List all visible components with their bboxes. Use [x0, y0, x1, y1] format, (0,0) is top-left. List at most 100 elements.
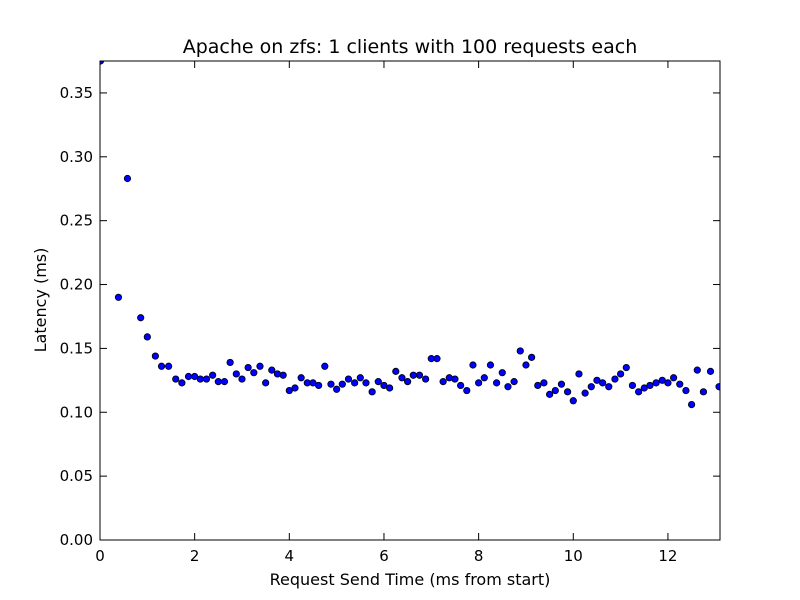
data-point-28: [291, 384, 299, 392]
data-point-22: [256, 362, 264, 370]
data-point-75: [569, 397, 577, 405]
data-point-16: [220, 378, 229, 386]
data-point-88: [646, 381, 654, 390]
data-point-20: [244, 363, 252, 372]
data-point-71: [546, 390, 554, 398]
y-tick-label: 0.05: [60, 467, 93, 485]
data-point-19: [238, 375, 246, 383]
data-point-61: [486, 361, 495, 369]
data-point-29: [297, 374, 305, 382]
x-tick-label: 12: [658, 547, 677, 565]
data-point-95: [687, 400, 696, 409]
data-point-58: [469, 361, 477, 369]
data-point-73: [557, 380, 566, 388]
data-point-64: [504, 383, 512, 391]
data-point-89: [652, 379, 660, 387]
data-point-56: [457, 381, 465, 390]
data-point-13: [202, 375, 211, 383]
data-point-26: [279, 371, 287, 379]
data-point-91: [664, 379, 672, 387]
data-point-49: [415, 371, 424, 379]
y-tick-label: 0.20: [60, 276, 93, 294]
data-point-18: [232, 370, 240, 378]
data-point-66: [516, 347, 524, 355]
x-tick-label: 2: [190, 547, 200, 565]
data-point-12: [196, 375, 204, 383]
data-point-23: [262, 379, 270, 387]
data-point-10: [184, 372, 193, 381]
y-tick-label: 0.10: [60, 403, 93, 421]
data-point-97: [699, 388, 708, 396]
y-tick-label: 0.00: [60, 531, 93, 549]
plot-area-frame: [99, 60, 721, 541]
y-tick-label: 0.30: [60, 148, 93, 166]
data-points-group: [100, 61, 720, 409]
data-point-65: [510, 378, 518, 386]
data-point-3: [137, 314, 145, 322]
x-tick-label: 10: [564, 547, 583, 565]
data-point-77: [581, 389, 589, 397]
data-point-35: [333, 385, 341, 393]
data-point-78: [587, 383, 595, 391]
data-point-98: [706, 367, 715, 375]
data-point-82: [611, 375, 619, 383]
data-point-47: [404, 378, 412, 386]
data-point-96: [693, 366, 701, 374]
data-point-80: [599, 379, 607, 387]
data-point-52: [433, 355, 441, 363]
data-point-17: [226, 358, 234, 367]
data-point-74: [563, 388, 572, 396]
data-point-69: [534, 381, 542, 390]
data-point-24: [268, 366, 276, 374]
data-point-59: [475, 379, 483, 387]
data-point-8: [172, 375, 180, 383]
data-point-72: [551, 386, 559, 395]
data-point-41: [368, 388, 376, 396]
data-point-39: [356, 374, 364, 382]
data-point-2: [123, 174, 132, 183]
data-point-55: [451, 375, 459, 383]
data-point-85: [628, 381, 637, 390]
data-point-84: [622, 363, 630, 372]
data-point-34: [327, 380, 335, 388]
x-axis-label: Request Send Time (ms from start): [270, 570, 551, 589]
data-point-45: [392, 367, 400, 375]
data-point-99: [715, 383, 720, 391]
data-point-4: [143, 333, 151, 341]
data-point-21: [250, 369, 258, 377]
data-point-70: [540, 379, 548, 387]
data-point-68: [528, 353, 536, 361]
data-point-76: [575, 370, 583, 378]
data-point-44: [386, 384, 394, 392]
data-point-37: [344, 375, 353, 383]
chart-title: Apache on zfs: 1 clients with 100 reques…: [183, 36, 638, 58]
x-tick-label: 4: [285, 547, 295, 565]
data-point-36: [338, 380, 346, 388]
data-point-42: [374, 378, 382, 386]
data-point-50: [422, 375, 430, 383]
data-point-60: [480, 374, 488, 382]
data-point-5: [151, 352, 159, 360]
data-point-86: [634, 388, 643, 396]
data-point-38: [351, 379, 359, 387]
y-tick-label: 0.35: [60, 84, 93, 102]
data-point-15: [214, 378, 222, 386]
data-point-7: [165, 362, 173, 370]
data-point-9: [178, 379, 186, 387]
data-point-92: [670, 374, 678, 382]
data-point-63: [498, 369, 506, 377]
data-point-40: [362, 379, 370, 387]
data-point-46: [398, 374, 406, 382]
x-tick-label: 0: [95, 547, 105, 565]
data-point-94: [682, 386, 690, 395]
x-tick-label: 6: [379, 547, 389, 565]
y-axis-label: Latency (ms): [31, 248, 50, 353]
y-tick-label: 0.25: [60, 212, 93, 230]
data-point-14: [209, 371, 217, 379]
y-tick-label: 0.15: [60, 339, 93, 357]
data-point-48: [409, 371, 417, 379]
data-point-32: [315, 381, 323, 390]
data-point-81: [605, 383, 613, 391]
